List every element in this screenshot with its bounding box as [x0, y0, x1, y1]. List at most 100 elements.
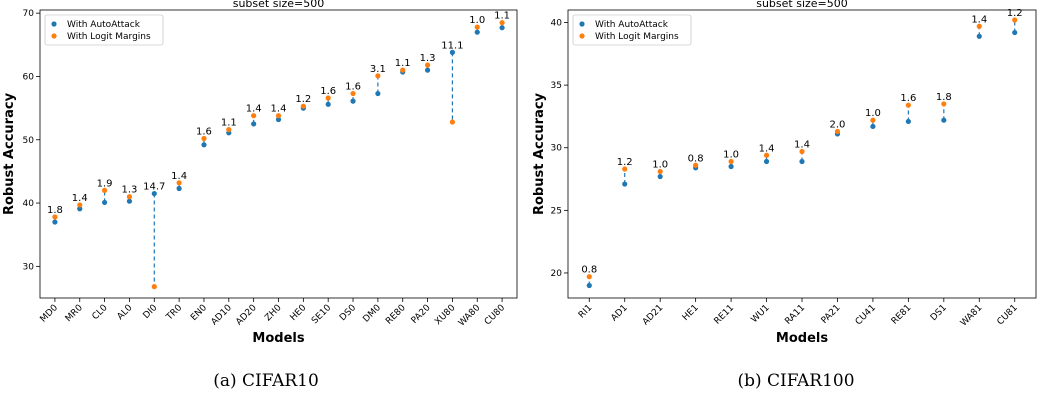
- x-tick-label: TR0: [164, 303, 184, 323]
- autoattack-point: [474, 29, 480, 35]
- autoattack-point: [176, 185, 182, 192]
- autoattack-point: [151, 190, 157, 197]
- logit-margin-point: [693, 162, 699, 168]
- legend-entry: With Logit Margins: [67, 32, 151, 42]
- diff-label: 1.1: [221, 118, 237, 129]
- autoattack-point: [424, 67, 431, 73]
- logit-margin-point: [763, 152, 770, 158]
- diff-label: 1.2: [1007, 8, 1023, 19]
- x-tick-label: ZH0: [263, 303, 283, 323]
- x-tick-label: PA21: [820, 303, 843, 326]
- logit-margin-point: [151, 284, 157, 290]
- x-tick-label: WU1: [750, 303, 772, 325]
- x-tick-label: MR0: [64, 303, 85, 324]
- logit-margin-point: [201, 135, 207, 142]
- y-axis-label: Robust Accuracy: [2, 92, 17, 215]
- x-tick-label: WA80: [457, 303, 483, 329]
- y-tick-label: 40: [551, 19, 563, 29]
- logit-margin-point: [622, 166, 628, 172]
- logit-margin-point: [52, 214, 58, 220]
- y-axis-label: Robust Accuracy: [532, 92, 547, 215]
- logit-margin-point: [251, 113, 257, 119]
- diff-label: 1.4: [759, 143, 775, 154]
- caption-b: (b) CIFAR100: [737, 371, 854, 391]
- x-tick-label: RA11: [783, 303, 807, 327]
- logit-margin-point: [870, 117, 876, 123]
- x-tick-label: CL0: [91, 303, 110, 322]
- diff-label: 1.3: [420, 53, 436, 64]
- diff-label: 2.0: [830, 119, 846, 130]
- logit-margin-point: [499, 20, 505, 26]
- diff-label: 1.1: [494, 11, 510, 22]
- legend-marker: [579, 33, 585, 39]
- x-tick-label: WA81: [959, 303, 984, 328]
- diff-label: 1.4: [971, 14, 987, 25]
- autoattack-point: [201, 142, 207, 148]
- logit-margin-point: [474, 24, 480, 30]
- logit-margin-point: [449, 119, 456, 125]
- legend-entry: With AutoAttack: [67, 20, 141, 30]
- legend-marker: [51, 33, 57, 39]
- autoattack-point: [52, 219, 58, 225]
- diff-label: 3.1: [370, 64, 386, 75]
- x-tick-label: RE11: [713, 303, 737, 327]
- autoattack-point: [870, 123, 876, 130]
- x-tick-label: RE80: [384, 303, 408, 327]
- autoattack-point: [101, 199, 108, 206]
- logit-margin-point: [375, 73, 381, 79]
- logit-margin-point: [728, 158, 734, 165]
- logit-margin-point: [1012, 17, 1018, 23]
- x-tick-label: AD21: [641, 303, 665, 327]
- autoattack-point: [941, 117, 947, 123]
- y-tick-label: 50: [23, 136, 35, 146]
- x-axis-label: Models: [252, 331, 304, 346]
- logit-margin-point: [300, 103, 306, 109]
- logit-margin-point: [226, 127, 232, 133]
- legend-marker: [579, 21, 585, 27]
- logit-margin-point: [275, 113, 282, 119]
- autoattack-point: [586, 282, 592, 289]
- logit-margin-point: [657, 168, 663, 175]
- autoattack-point: [622, 181, 628, 187]
- diff-label: 1.0: [469, 15, 485, 26]
- autoattack-point: [275, 116, 282, 123]
- x-axis-label: Models: [776, 331, 828, 346]
- diff-label: 1.6: [196, 126, 212, 137]
- y-tick-label: 20: [551, 269, 563, 279]
- diff-label: 1.0: [652, 160, 668, 171]
- autoattack-point: [375, 90, 381, 97]
- logit-margin-point: [941, 101, 947, 107]
- diff-label: 1.0: [865, 108, 881, 119]
- x-tick-label: EN0: [189, 303, 209, 323]
- logit-margin-point: [126, 194, 133, 200]
- y-tick-label: 35: [551, 81, 562, 91]
- diff-label: 1.3: [121, 185, 137, 196]
- logit-margin-point: [834, 128, 841, 135]
- diff-label: 1.2: [295, 94, 311, 105]
- diff-label: 1.2: [617, 157, 633, 168]
- diff-label: 1.4: [171, 171, 187, 182]
- diff-label: 11.1: [441, 40, 463, 51]
- diff-label: 1.4: [246, 104, 262, 115]
- autoattack-point: [728, 163, 734, 170]
- chart-a: subset size=500 30 40 50 60 70 Robust Accuracy…: [2, 0, 518, 346]
- diff-label: 1.6: [345, 82, 361, 93]
- x-tick-label: CU81: [996, 303, 1020, 327]
- logit-margin-point: [350, 90, 356, 97]
- diff-label: 1.8: [936, 92, 952, 103]
- autoattack-point: [905, 118, 911, 125]
- x-tick-label: DS0: [338, 303, 358, 323]
- x-tick-label: CU41: [854, 303, 878, 327]
- diff-label: 14.7: [143, 182, 165, 193]
- autoattack-point: [350, 98, 356, 104]
- logit-margin-point: [325, 95, 331, 101]
- x-tick-label: RE81: [890, 303, 914, 327]
- autoattack-point: [77, 206, 83, 212]
- autoattack-point: [126, 198, 133, 204]
- diff-label: 1.8: [47, 205, 63, 216]
- x-tick-label: AD1: [609, 303, 629, 323]
- legend-box: [44, 14, 164, 46]
- diff-label: 1.4: [271, 104, 287, 115]
- x-tick-label: HE0: [289, 303, 309, 323]
